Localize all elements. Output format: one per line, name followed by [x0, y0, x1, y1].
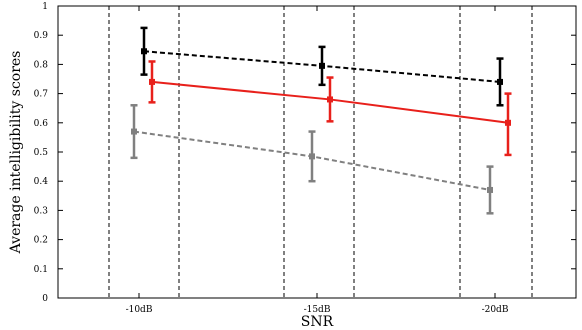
y-tick-label: 0.7: [34, 90, 49, 100]
y-axis-label: Average intelligibility scores: [8, 51, 24, 255]
y-tick-label: 1: [42, 2, 48, 12]
data-point: [505, 119, 511, 126]
y-tick-label: 0.1: [34, 265, 48, 275]
x-axis: -10dB -15dB -20dB: [126, 6, 509, 315]
y-tick-label: 0.6: [34, 119, 49, 129]
y-axis: 0 0.1 0.2 0.3 0.4 0.5 0.6 0.7 0.8 0.9 1: [34, 2, 576, 304]
x-tick-label: -10dB: [126, 305, 153, 315]
plot-area: [57, 5, 577, 299]
data-point: [131, 128, 137, 135]
data-point: [141, 48, 147, 55]
data-point: [497, 78, 503, 85]
y-tick-label: 0.8: [34, 60, 49, 70]
y-tick-label: 0.3: [34, 206, 49, 216]
y-tick-label: 0.4: [34, 177, 49, 187]
x-tick-label: -15dB: [304, 305, 331, 315]
data-point: [319, 62, 325, 69]
y-tick-label: 0.2: [34, 236, 48, 246]
x-tick-label: -20dB: [482, 305, 509, 315]
y-tick-label: 0.9: [34, 31, 49, 41]
data-point: [149, 78, 155, 85]
data-point: [309, 153, 315, 160]
y-tick-label: 0.5: [34, 148, 49, 158]
data-point: [487, 186, 493, 193]
y-tick-label: 0: [42, 294, 48, 304]
x-axis-label: SNR: [301, 314, 334, 330]
data-point: [327, 96, 333, 103]
data-series: [130, 26, 512, 215]
